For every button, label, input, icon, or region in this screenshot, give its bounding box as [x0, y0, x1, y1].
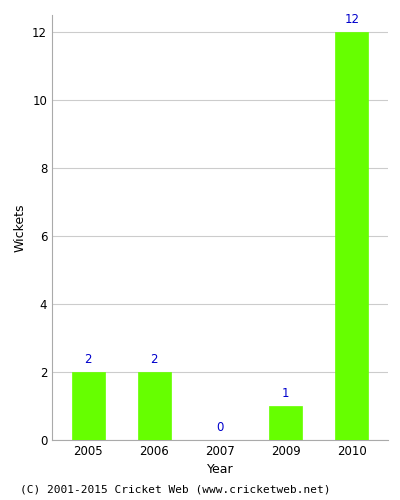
Text: 0: 0 — [216, 421, 224, 434]
Text: 2: 2 — [84, 353, 92, 366]
Bar — [335, 32, 368, 440]
Text: 12: 12 — [344, 13, 359, 26]
X-axis label: Year: Year — [207, 464, 233, 476]
Bar — [270, 406, 302, 440]
Text: (C) 2001-2015 Cricket Web (www.cricketweb.net): (C) 2001-2015 Cricket Web (www.cricketwe… — [20, 484, 330, 494]
Bar — [72, 372, 105, 440]
Text: 2: 2 — [150, 353, 158, 366]
Text: 1: 1 — [282, 387, 290, 400]
Bar — [138, 372, 170, 440]
Y-axis label: Wickets: Wickets — [14, 203, 26, 252]
